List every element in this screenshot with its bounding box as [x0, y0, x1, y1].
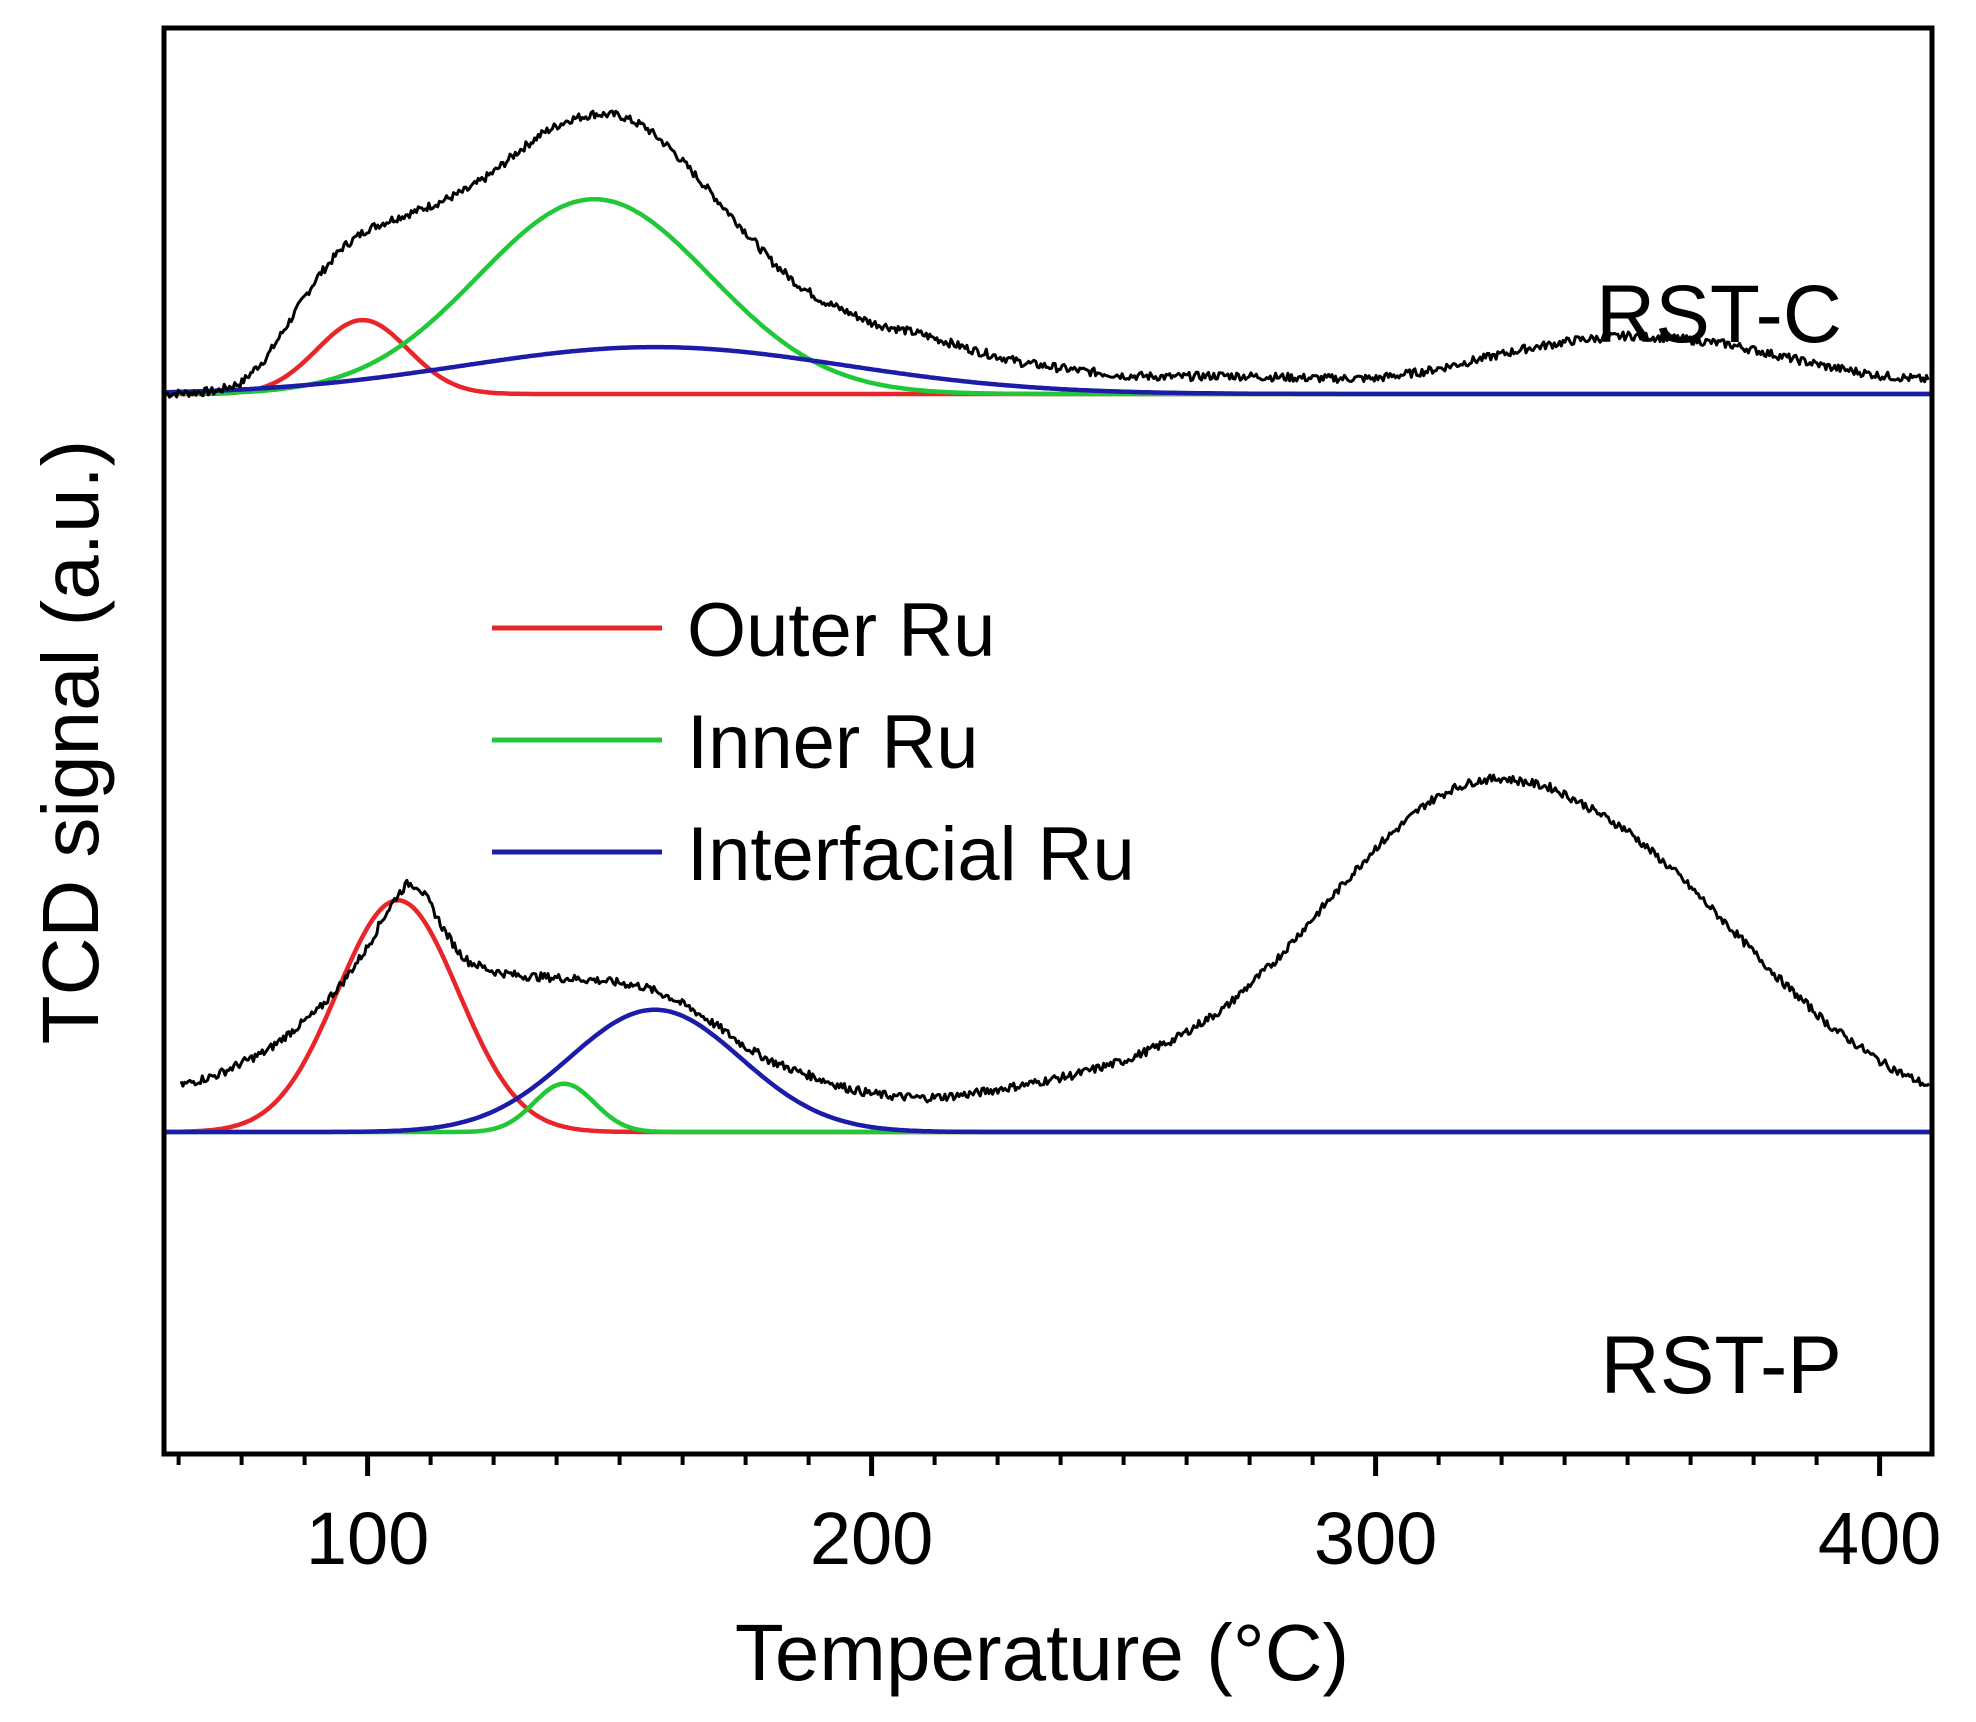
y-axis-label: TCD signal (a.u.)	[26, 440, 115, 1045]
measured-signal-rst-p	[179, 773, 1931, 1104]
x-tick-label: 300	[1314, 1497, 1437, 1580]
legend-label-inner-ru: Inner Ru	[687, 700, 979, 785]
legend-label-outer-ru: Outer Ru	[687, 588, 995, 673]
x-ticks	[176, 1452, 1883, 1476]
x-tick-labels: 100 200 300 400	[306, 1497, 1941, 1580]
x-axis-label: Temperature (°C)	[735, 1608, 1349, 1697]
panel-label-rst-p: RST-P	[1601, 1320, 1842, 1411]
fit-curve-interfacial-ru-rst-p	[166, 1007, 1930, 1135]
x-tick-label: 100	[306, 1497, 429, 1580]
x-tick-label: 200	[810, 1497, 933, 1580]
measured-signal-rst-c	[165, 109, 1930, 399]
legend: Outer Ru Inner Ru Interfacial Ru	[492, 588, 1135, 897]
legend-label-interfacial-ru: Interfacial Ru	[687, 812, 1135, 897]
plot-frame	[161, 25, 1935, 1457]
x-tick-label: 400	[1818, 1497, 1941, 1580]
panel-label-rst-c: RST-C	[1596, 269, 1842, 360]
curves-layer	[165, 109, 1931, 1135]
fit-curve-interfacial-ru-rst-c	[166, 344, 1930, 397]
